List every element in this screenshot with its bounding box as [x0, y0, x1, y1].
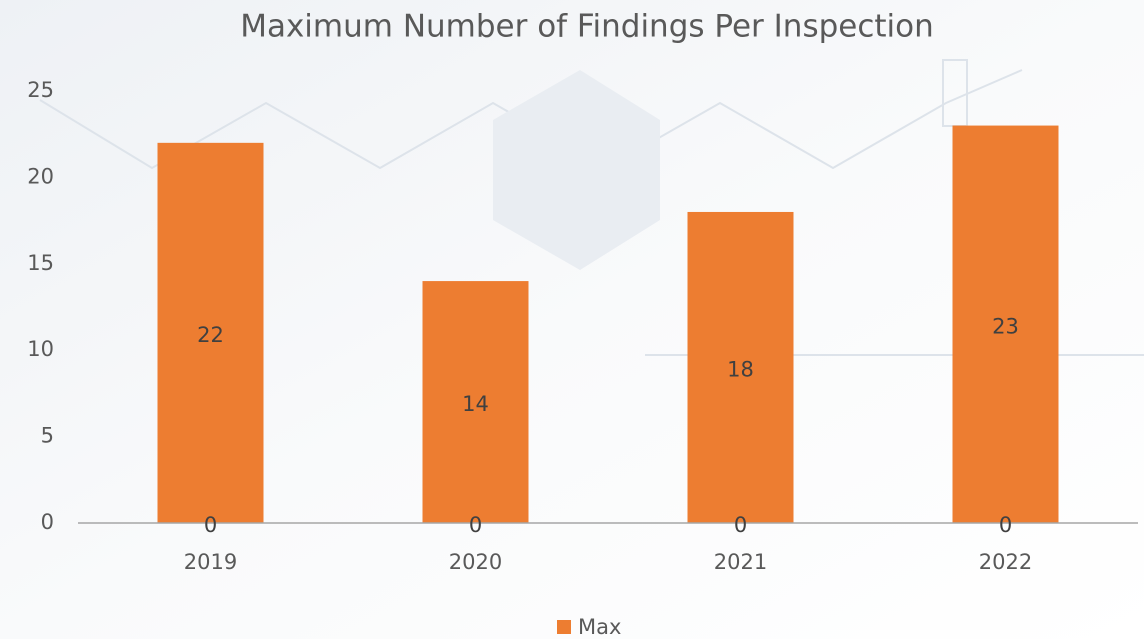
data-label: 0: [734, 513, 747, 537]
x-tick-label: 2022: [979, 550, 1032, 574]
legend-swatch: [557, 620, 571, 634]
y-tick-label: 20: [27, 164, 54, 188]
x-tick-label: 2020: [449, 550, 502, 574]
x-tick-label: 2021: [714, 550, 767, 574]
y-tick-label: 15: [27, 251, 54, 275]
data-label: 18: [727, 357, 754, 381]
data-label: 22: [197, 323, 224, 347]
bar: [422, 281, 529, 523]
y-tick-label: 10: [27, 337, 54, 361]
y-tick-label: 5: [41, 424, 54, 448]
data-label: 0: [999, 513, 1012, 537]
data-label: 0: [469, 513, 482, 537]
legend-label: Max: [578, 615, 621, 639]
y-tick-label: 0: [41, 510, 54, 534]
bar: [687, 211, 794, 523]
data-label: 23: [992, 314, 1019, 338]
x-tick-label: 2019: [184, 550, 237, 574]
bar: [157, 142, 264, 523]
data-label: 0: [204, 513, 217, 537]
chart-title: Maximum Number of Findings Per Inspectio…: [240, 9, 934, 45]
bar: [952, 125, 1059, 523]
data-label: 14: [462, 392, 489, 416]
background-pattern: [39, 59, 1144, 356]
y-tick-label: 25: [27, 78, 54, 102]
plot-area: 0 5 10 15 20 25 2019 2020 2021 2022 22 0 14 0 18 0 23 0 Ma…: [27, 78, 1138, 639]
